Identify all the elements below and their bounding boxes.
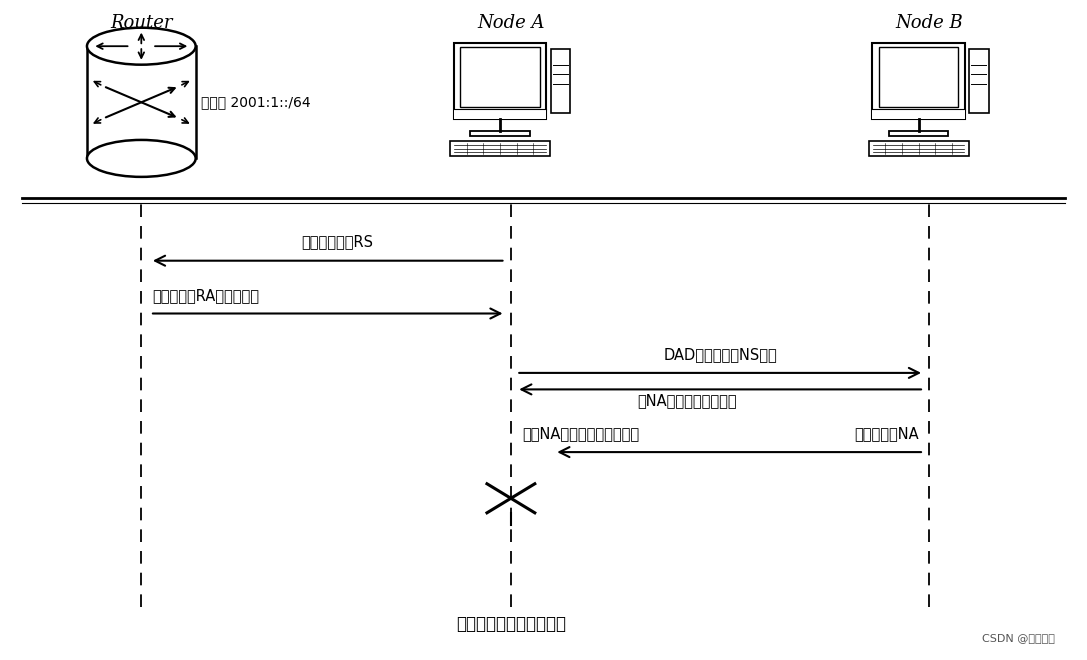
Text: Router: Router <box>110 14 173 32</box>
Bar <box>461 47 540 107</box>
Bar <box>550 49 570 113</box>
Bar <box>872 43 965 119</box>
Text: 收到NA回应，则地址不可用: 收到NA回应，则地址不可用 <box>522 426 639 442</box>
Text: 路由器发送RA，前缀信息: 路由器发送RA，前缀信息 <box>152 288 259 304</box>
Text: Node A: Node A <box>477 14 545 32</box>
Text: 前缀： 2001:1::/64: 前缀： 2001:1::/64 <box>201 95 311 110</box>
Bar <box>87 46 196 158</box>
Ellipse shape <box>87 140 196 177</box>
Text: Node B: Node B <box>896 14 963 32</box>
Bar <box>450 141 550 156</box>
Text: 无状态地址配置基本过程: 无状态地址配置基本过程 <box>455 614 566 633</box>
Text: 无NA回应，则地址可用: 无NA回应，则地址可用 <box>638 393 737 408</box>
Bar <box>454 43 546 119</box>
Text: DAD检测，发送NS报文: DAD检测，发送NS报文 <box>663 347 777 362</box>
Bar <box>970 49 989 113</box>
Text: CSDN @裒夔所非: CSDN @裒夔所非 <box>982 634 1054 644</box>
Bar <box>872 109 965 119</box>
Text: 节点发送请求RS: 节点发送请求RS <box>301 234 373 249</box>
Bar <box>878 47 959 107</box>
Bar <box>869 141 969 156</box>
Bar <box>470 131 529 136</box>
Text: 有节点回应NA: 有节点回应NA <box>854 426 919 442</box>
Bar <box>889 131 949 136</box>
Ellipse shape <box>87 28 196 65</box>
Bar <box>454 109 546 119</box>
